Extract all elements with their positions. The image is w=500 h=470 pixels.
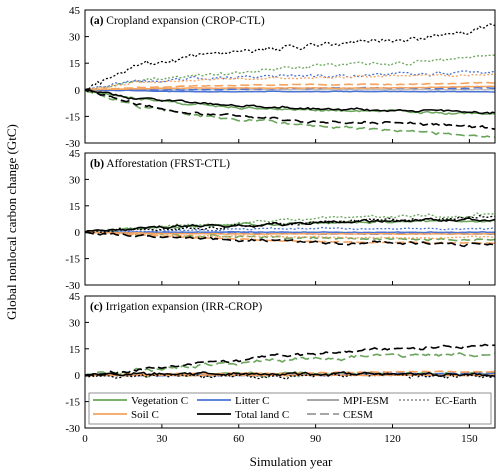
panel-label: (b) bbox=[90, 158, 104, 170]
x-axis-label: Simulation year bbox=[250, 454, 333, 469]
series-total-mpi-esm bbox=[84, 89, 496, 115]
series-vegetation-ec-earth bbox=[84, 54, 496, 92]
y-tick-label: 15 bbox=[69, 58, 81, 70]
y-tick-label: 45 bbox=[69, 5, 81, 17]
legend: Vegetation C Litter C Soil C Total land C MP… bbox=[88, 392, 492, 425]
series-total-cesm bbox=[84, 231, 496, 248]
series-litter-ec-earth bbox=[84, 226, 496, 234]
legend-label-total: Total land C bbox=[235, 409, 289, 421]
legend-box bbox=[88, 392, 492, 425]
series-total-ec-earth bbox=[84, 214, 496, 234]
series-litter-ec-earth bbox=[84, 70, 496, 91]
series-soil-ec-earth bbox=[84, 231, 496, 240]
legend-label-litter: Litter C bbox=[235, 395, 270, 407]
series-total-cesm bbox=[84, 88, 496, 130]
series-soil-cesm bbox=[84, 81, 496, 91]
y-tick-label: -30 bbox=[65, 423, 80, 435]
panels: -30 -15 0 15 30 45 (a) Cropland expansion (CRO… bbox=[65, 5, 496, 445]
panel-title: (c) Irrigation expansion (IRR-CROP) bbox=[90, 301, 262, 313]
series-vegetation-cesm bbox=[84, 89, 496, 139]
series-soil-ec-earth bbox=[84, 73, 496, 91]
y-tick-label: 30 bbox=[69, 174, 81, 186]
panel-title-text: Cropland expansion (CROP-CTL) bbox=[103, 15, 264, 27]
panel-1: -30 -15 0 15 30 45 (b) Afforestation (FRST-CTL… bbox=[65, 148, 496, 292]
legend-label-mpi-esm: MPI-ESM bbox=[343, 395, 389, 407]
series-litter-mpi-esm bbox=[84, 89, 495, 93]
panel-title-text: Irrigation expansion (IRR-CROP) bbox=[103, 301, 263, 313]
series-total-ec-earth bbox=[85, 23, 496, 91]
panel-2: -30 -15 0 15 30 45 0 30 60 90 120 150 (c) Irrigation… bbox=[65, 291, 496, 445]
y-tick-label: 0 bbox=[75, 370, 81, 382]
x-tick-label: 60 bbox=[233, 433, 245, 445]
panel-0: -30 -15 0 15 30 45 (a) Cropland expansion (CRO… bbox=[65, 5, 496, 150]
panel-title-text: Afforestation (FRST-CTL) bbox=[104, 158, 230, 170]
series-total-mpi-esm bbox=[84, 371, 496, 377]
x-tick-label: 120 bbox=[384, 433, 401, 445]
series-total-mpi-esm bbox=[84, 217, 496, 233]
series-total-cesm bbox=[84, 343, 496, 377]
panel-label: (a) bbox=[90, 15, 104, 27]
y-axis-label: Global nonlocal carbon change (GtC) bbox=[4, 124, 19, 320]
legend-label-ec-earth: EC-Earth bbox=[435, 395, 477, 407]
x-tick-label: 90 bbox=[310, 433, 322, 445]
series-total-ec-earth bbox=[84, 372, 496, 380]
legend-label-soil: Soil C bbox=[131, 409, 159, 421]
y-tick-label: 30 bbox=[69, 32, 81, 44]
y-tick-label: 15 bbox=[69, 344, 81, 356]
panel-label: (c) bbox=[90, 301, 103, 313]
legend-label-cesm: CESM bbox=[343, 409, 373, 421]
y-tick-label: 0 bbox=[75, 85, 81, 97]
x-tick-label: 150 bbox=[461, 433, 478, 445]
series-vegetation-cesm bbox=[84, 352, 496, 376]
series-soil-mpi-esm bbox=[85, 231, 496, 236]
panel-frame bbox=[84, 152, 496, 286]
legend-label-vegetation: Vegetation C bbox=[131, 395, 188, 407]
x-tick-label: 0 bbox=[82, 433, 88, 445]
y-tick-label: 45 bbox=[69, 148, 81, 160]
y-tick-label: 0 bbox=[75, 227, 81, 239]
x-tick-label: 30 bbox=[156, 433, 168, 445]
y-tick-label: -30 bbox=[65, 138, 80, 150]
panel-frame bbox=[84, 9, 496, 144]
y-tick-label: -15 bbox=[65, 254, 80, 266]
series-vegetation-mpi-esm bbox=[84, 218, 496, 234]
panel-title: (b) Afforestation (FRST-CTL) bbox=[90, 158, 230, 170]
panel-frame bbox=[84, 295, 496, 429]
y-tick-label: -30 bbox=[65, 280, 80, 292]
y-tick-label: 30 bbox=[69, 317, 81, 329]
y-tick-label: 15 bbox=[69, 201, 81, 213]
panel-title: (a) Cropland expansion (CROP-CTL) bbox=[90, 15, 265, 27]
y-tick-label: 45 bbox=[69, 291, 81, 303]
series-soil-mpi-esm bbox=[84, 85, 495, 91]
y-tick-label: -15 bbox=[65, 111, 80, 123]
y-tick-label: -15 bbox=[65, 397, 80, 409]
